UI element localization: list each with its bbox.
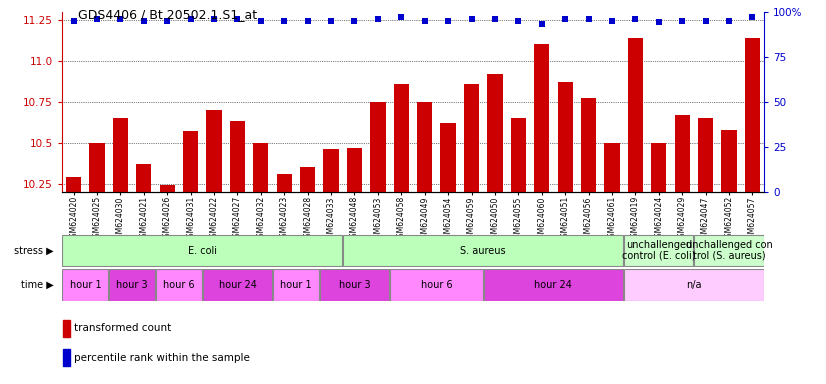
Point	[511, 17, 525, 24]
Bar	[510, 118, 526, 192]
Bar	[581, 98, 596, 192]
Point	[605, 17, 619, 24]
Bar	[624, 270, 763, 301]
Bar	[277, 174, 292, 192]
Bar	[344, 235, 623, 266]
Bar	[206, 110, 221, 192]
Bar	[558, 82, 572, 192]
Text: time ▶: time ▶	[21, 280, 54, 290]
Bar	[695, 235, 763, 266]
Point	[207, 16, 221, 22]
Bar	[721, 130, 737, 192]
Bar	[63, 235, 342, 266]
Point	[558, 16, 572, 22]
Bar	[487, 74, 502, 192]
Text: unchallenged
control (E. coli): unchallenged control (E. coli)	[622, 240, 695, 261]
Text: hour 24: hour 24	[219, 280, 256, 290]
Bar	[63, 349, 70, 366]
Bar	[300, 167, 316, 192]
Text: percentile rank within the sample: percentile rank within the sample	[74, 353, 250, 363]
Point	[582, 16, 595, 22]
Point	[418, 17, 431, 24]
Text: hour 6: hour 6	[164, 280, 195, 290]
Point	[676, 17, 689, 24]
Point	[184, 16, 197, 22]
Text: transformed count: transformed count	[74, 323, 172, 333]
Bar	[66, 177, 81, 192]
Bar	[156, 270, 202, 301]
Point	[325, 17, 338, 24]
Bar	[159, 185, 175, 192]
Bar	[113, 118, 128, 192]
Point	[230, 16, 244, 22]
Bar	[624, 235, 693, 266]
Bar	[63, 319, 70, 337]
Bar	[324, 149, 339, 192]
Bar	[698, 118, 713, 192]
Point	[395, 14, 408, 20]
Bar	[745, 38, 760, 192]
Bar	[390, 270, 482, 301]
Point	[629, 16, 642, 22]
Text: stress ▶: stress ▶	[14, 245, 54, 256]
Bar	[534, 44, 549, 192]
Bar	[230, 121, 245, 192]
Bar	[417, 102, 432, 192]
Text: hour 1: hour 1	[69, 280, 101, 290]
Bar	[484, 270, 623, 301]
Point	[488, 16, 501, 22]
Text: S. aureus: S. aureus	[460, 245, 506, 256]
Point	[348, 17, 361, 24]
Point	[699, 17, 712, 24]
Point	[441, 17, 454, 24]
Bar	[394, 84, 409, 192]
Text: n/a: n/a	[686, 280, 701, 290]
Bar	[651, 143, 667, 192]
Text: hour 6: hour 6	[420, 280, 452, 290]
Text: unchallenged con
trol (S. aureus): unchallenged con trol (S. aureus)	[686, 240, 772, 261]
Text: E. coli: E. coli	[188, 245, 217, 256]
Bar	[347, 148, 362, 192]
Bar	[370, 102, 386, 192]
Point	[254, 17, 268, 24]
Point	[90, 16, 104, 22]
Text: hour 24: hour 24	[534, 280, 572, 290]
Bar	[63, 270, 108, 301]
Bar	[89, 143, 105, 192]
Point	[160, 17, 173, 24]
Point	[137, 17, 150, 24]
Bar	[320, 270, 389, 301]
Point	[652, 19, 665, 25]
Text: hour 3: hour 3	[339, 280, 370, 290]
Point	[722, 17, 735, 24]
Bar	[464, 84, 479, 192]
Text: GDS4406 / Bt.20502.1.S1_at: GDS4406 / Bt.20502.1.S1_at	[78, 8, 258, 21]
Point	[67, 17, 80, 24]
Bar	[109, 270, 155, 301]
Bar	[628, 38, 643, 192]
Bar	[605, 143, 620, 192]
Point	[465, 16, 478, 22]
Bar	[675, 115, 690, 192]
Point	[301, 17, 314, 24]
Point	[746, 14, 759, 20]
Bar	[273, 270, 319, 301]
Text: hour 3: hour 3	[116, 280, 148, 290]
Point	[114, 16, 127, 22]
Point	[372, 16, 385, 22]
Bar	[203, 270, 272, 301]
Point	[535, 21, 548, 27]
Bar	[183, 131, 198, 192]
Bar	[254, 143, 268, 192]
Point	[278, 17, 291, 24]
Bar	[136, 164, 151, 192]
Text: hour 1: hour 1	[280, 280, 311, 290]
Bar	[440, 123, 456, 192]
